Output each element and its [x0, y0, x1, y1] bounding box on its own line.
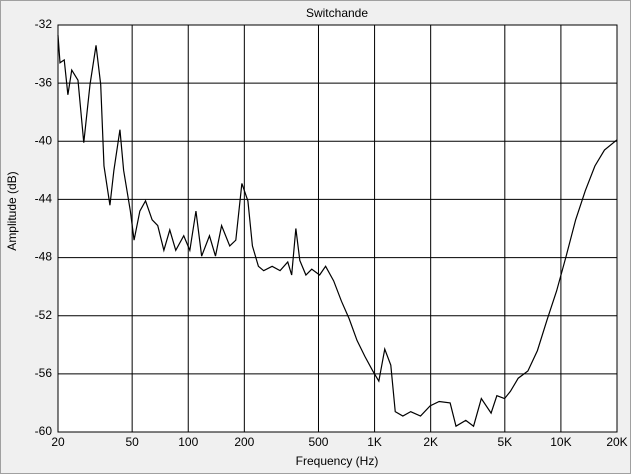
x-tick-label: 1K [367, 435, 382, 449]
x-tick-label: 200 [234, 435, 254, 449]
data-line [57, 35, 618, 428]
x-tick-label: 20K [606, 435, 627, 449]
y-axis-label: Amplitude (dB) [5, 171, 19, 250]
plot-area [57, 24, 618, 433]
y-tick-label: -60 [35, 424, 53, 438]
y-tick-label: -52 [35, 308, 53, 322]
y-tick-label: -40 [35, 133, 53, 147]
y-tick-label: -56 [35, 366, 53, 380]
x-axis-label: Frequency (Hz) [296, 454, 379, 468]
x-tick-label: 100 [178, 435, 198, 449]
x-tick-label: 2K [423, 435, 438, 449]
y-tick-label: -36 [35, 75, 53, 89]
x-tick-label: 50 [125, 435, 139, 449]
x-tick-label: 500 [308, 435, 328, 449]
y-tick-label: -48 [35, 250, 53, 264]
x-tick-label: 20 [51, 435, 65, 449]
chart-title: Switchande [306, 6, 368, 20]
x-tick-label: 5K [497, 435, 512, 449]
x-tick-label: 10K [550, 435, 571, 449]
y-tick-label: -44 [35, 192, 53, 206]
y-tick-label: -32 [35, 17, 53, 31]
